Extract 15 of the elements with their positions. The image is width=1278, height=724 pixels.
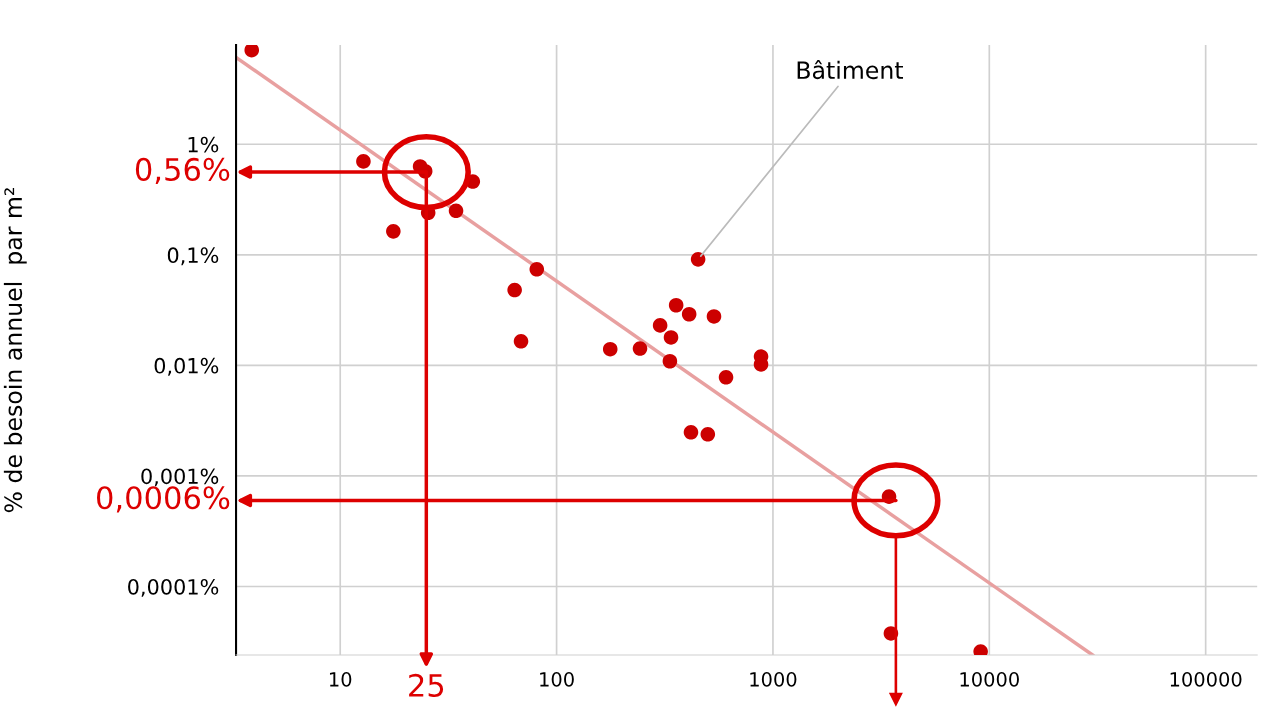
x-tick-label: 10000 xyxy=(960,672,1019,687)
y-tick-label: 0,01% xyxy=(154,357,219,376)
y-tick-label: 0,0001% xyxy=(128,578,219,597)
x-tick-label: 10 xyxy=(329,672,352,687)
y-tick-label: 0,001% xyxy=(141,468,219,487)
x-tick-label: 1000 xyxy=(750,672,797,687)
x-tick-label: 100000 xyxy=(1170,672,1242,687)
y-tick-label: 0,1% xyxy=(167,247,219,266)
y-axis-title: % de besoin annuel par m² xyxy=(3,188,27,513)
y-tick-label: 1% xyxy=(188,136,219,153)
annotation: 0,0006% xyxy=(97,486,230,513)
annotation: Bâtiment xyxy=(797,59,904,80)
x-tick-label: 100 xyxy=(540,672,574,687)
annotation: 25 xyxy=(409,673,444,697)
annotation: 0,56% xyxy=(135,157,230,185)
